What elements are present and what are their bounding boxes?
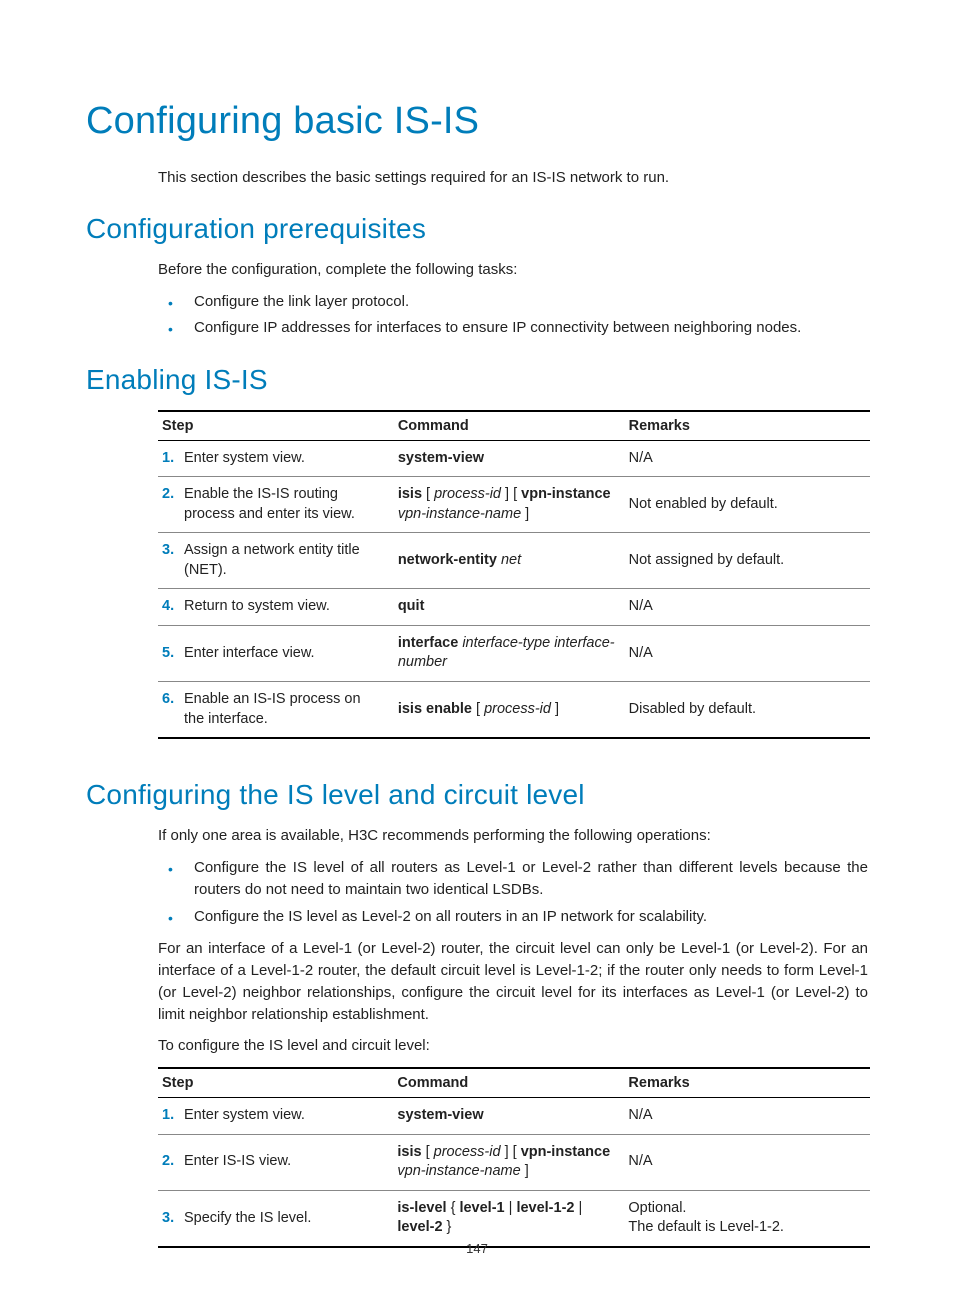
cell-step: 5.Enter interface view. [158, 625, 394, 681]
cell-remarks: N/A [625, 625, 870, 681]
list-item: Configure the IS level as Level-2 on all… [158, 906, 868, 929]
cell-command: interface interface-type interface-numbe… [394, 625, 625, 681]
cell-command: isis enable [ process-id ] [394, 682, 625, 739]
level-table-body: 1.Enter system view.system-viewN/A2.Ente… [158, 1098, 870, 1247]
th-remarks: Remarks [625, 411, 870, 441]
level-paragraph-1: For an interface of a Level-1 (or Level-… [158, 938, 868, 1025]
step-number: 2. [162, 485, 184, 505]
table-row: 1.Enter system view.system-viewN/A [158, 440, 870, 477]
level-table: Step Command Remarks 1.Enter system view… [158, 1067, 870, 1248]
step-description: Assign a network entity title (NET). [184, 541, 382, 580]
table-row: 3.Specify the IS level.is-level { level-… [158, 1190, 870, 1247]
th-step: Step [158, 411, 394, 441]
step-number: 1. [162, 449, 184, 469]
table-row: 1.Enter system view.system-viewN/A [158, 1098, 870, 1135]
table-row: 6.Enable an IS-IS process on the interfa… [158, 682, 870, 739]
step-number: 3. [162, 541, 184, 561]
cell-step: 6.Enable an IS-IS process on the interfa… [158, 682, 394, 739]
cell-remarks: N/A [624, 1134, 870, 1190]
th-command: Command [394, 411, 625, 441]
cell-step: 3.Assign a network entity title (NET). [158, 533, 394, 589]
table-row: 2.Enter IS-IS view.isis [ process-id ] [… [158, 1134, 870, 1190]
cell-command: system-view [394, 440, 625, 477]
cell-command: is-level { level-1 | level-1-2 | level-2… [393, 1190, 624, 1247]
page: Configuring basic IS-IS This section des… [0, 0, 954, 1296]
step-description: Enable an IS-IS process on the interface… [184, 690, 382, 729]
cell-remarks: Disabled by default. [625, 682, 870, 739]
cell-remarks: N/A [625, 440, 870, 477]
step-number: 5. [162, 644, 184, 664]
page-title: Configuring basic IS-IS [86, 100, 868, 143]
enable-table: Step Command Remarks 1.Enter system view… [158, 410, 870, 740]
cell-remarks: Optional.The default is Level-1-2. [624, 1190, 870, 1247]
level-bullet-list: Configure the IS level of all routers as… [158, 857, 868, 929]
table-row: 3.Assign a network entity title (NET).ne… [158, 533, 870, 589]
cell-step: 2.Enter IS-IS view. [158, 1134, 393, 1190]
step-number: 3. [162, 1209, 184, 1229]
level-paragraph-2: To configure the IS level and circuit le… [158, 1035, 868, 1057]
th-remarks: Remarks [624, 1068, 870, 1098]
step-description: Specify the IS level. [184, 1209, 381, 1229]
table-row: 4.Return to system view.quitN/A [158, 589, 870, 626]
table-row: 2.Enable the IS-IS routing process and e… [158, 477, 870, 533]
step-description: Enable the IS-IS routing process and ent… [184, 485, 382, 524]
table-header-row: Step Command Remarks [158, 1068, 870, 1098]
cell-command: isis [ process-id ] [ vpn-instance vpn-i… [394, 477, 625, 533]
step-description: Enter interface view. [184, 644, 382, 664]
cell-command: quit [394, 589, 625, 626]
cell-command: isis [ process-id ] [ vpn-instance vpn-i… [393, 1134, 624, 1190]
step-number: 6. [162, 690, 184, 710]
list-item: Configure the IS level of all routers as… [158, 857, 868, 902]
section-heading-level: Configuring the IS level and circuit lev… [86, 779, 868, 811]
prereq-lead: Before the configuration, complete the f… [158, 259, 868, 281]
step-description: Enter IS-IS view. [184, 1152, 381, 1172]
section-heading-enable: Enabling IS-IS [86, 364, 868, 396]
list-item: Configure IP addresses for interfaces to… [158, 317, 868, 340]
intro-paragraph: This section describes the basic setting… [158, 167, 868, 189]
cell-command: system-view [393, 1098, 624, 1135]
step-description: Enter system view. [184, 1106, 381, 1126]
section-heading-prereq: Configuration prerequisites [86, 213, 868, 245]
cell-remarks: N/A [624, 1098, 870, 1135]
list-item: Configure the link layer protocol. [158, 291, 868, 314]
th-step: Step [158, 1068, 393, 1098]
table-header-row: Step Command Remarks [158, 411, 870, 441]
cell-remarks: N/A [625, 589, 870, 626]
cell-step: 4.Return to system view. [158, 589, 394, 626]
enable-table-body: 1.Enter system view.system-viewN/A2.Enab… [158, 440, 870, 738]
table-row: 5.Enter interface view.interface interfa… [158, 625, 870, 681]
level-lead: If only one area is available, H3C recom… [158, 825, 868, 847]
step-number: 1. [162, 1106, 184, 1126]
th-command: Command [393, 1068, 624, 1098]
cell-step: 2.Enable the IS-IS routing process and e… [158, 477, 394, 533]
cell-remarks: Not assigned by default. [625, 533, 870, 589]
step-description: Enter system view. [184, 449, 382, 469]
prereq-bullet-list: Configure the link layer protocol. Confi… [158, 291, 868, 340]
step-description: Return to system view. [184, 597, 382, 617]
page-number: 147 [0, 1241, 954, 1256]
cell-step: 1.Enter system view. [158, 1098, 393, 1135]
cell-remarks: Not enabled by default. [625, 477, 870, 533]
cell-step: 3.Specify the IS level. [158, 1190, 393, 1247]
cell-command: network-entity net [394, 533, 625, 589]
step-number: 2. [162, 1152, 184, 1172]
step-number: 4. [162, 597, 184, 617]
cell-step: 1.Enter system view. [158, 440, 394, 477]
